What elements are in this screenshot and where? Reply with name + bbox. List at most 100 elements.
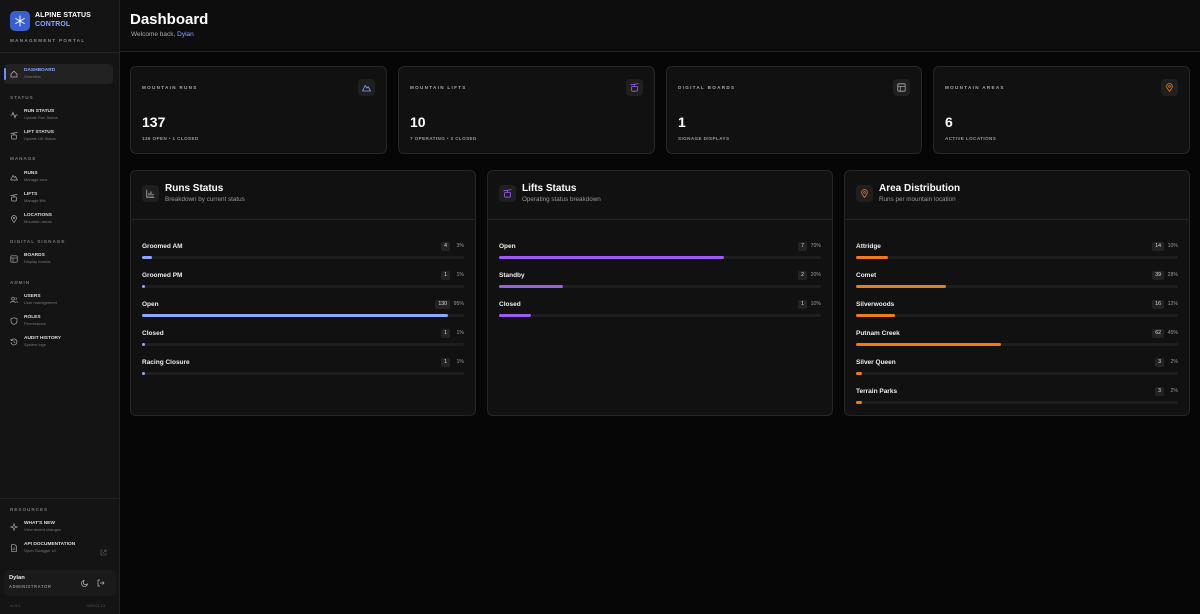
gondola-icon [10, 131, 18, 140]
status-row: Closed 1 1% [142, 329, 464, 352]
mountain-icon [10, 173, 18, 181]
activity-icon [10, 110, 18, 119]
sidebar-item-lift-status[interactable]: LIFT STATUS Update Lift Status [10, 130, 56, 141]
sidebar-item-label: BOARDS [24, 253, 45, 258]
panel-divider [488, 219, 832, 220]
portal-label: MANAGEMENT PORTAL [10, 38, 86, 43]
progress-track [856, 256, 1178, 259]
sidebar-item-lifts[interactable]: LIFTS Manage lifts [10, 192, 46, 203]
percent-label: 1% [456, 359, 465, 365]
stat-card-lifts: MOUNTAIN LIFTS 10 7 OPERATING • 3 CLOSED [398, 66, 655, 154]
progress-track [856, 285, 1178, 288]
stat-value: 6 [945, 114, 953, 130]
count-badge: 4 [441, 242, 450, 251]
count-badge: 2 [798, 271, 807, 280]
stat-card-boards: DIGITAL BOARDS 1 SIGNAGE DISPLAYS [666, 66, 922, 154]
panel-lifts-status: Lifts Status Operating status breakdown … [487, 170, 833, 416]
percent-label: 12% [1167, 301, 1178, 307]
stat-sub: 136 OPEN • 1 CLOSED [142, 136, 199, 141]
sidebar-divider [0, 498, 120, 499]
row-label: Groomed AM [142, 243, 183, 250]
app-build: 2025.01.13 [86, 604, 106, 608]
sidebar-item-sub: User management [24, 300, 57, 305]
sidebar-item-locations[interactable]: LOCATIONS Mountain areas [10, 213, 52, 224]
row-label: Comet [856, 272, 877, 279]
row-label: Groomed PM [142, 272, 183, 279]
sidebar-item-runs[interactable]: RUNS Manage runs [10, 171, 47, 182]
map-pin-icon [10, 214, 18, 223]
panel-title: Lifts Status [522, 183, 577, 194]
percent-label: 70% [810, 243, 821, 249]
section-manage: MANAGE [10, 156, 37, 161]
count-badge: 7 [798, 242, 807, 251]
sidebar-item-whats-new[interactable]: WHAT'S NEW View recent changes [10, 521, 61, 532]
status-row: Open 7 70% [499, 242, 821, 265]
logout-icon[interactable] [96, 578, 105, 587]
theme-toggle-icon[interactable] [80, 578, 89, 587]
progress-track [856, 314, 1178, 317]
stat-value: 10 [410, 114, 426, 130]
sidebar-item-sub: Mountain areas [24, 219, 52, 224]
map-pin-icon [1161, 79, 1178, 96]
count-badge: 1 [441, 329, 450, 338]
sidebar-item-sub: Permissions [24, 321, 46, 326]
stat-value: 137 [142, 114, 166, 130]
status-row: Silverwoods 16 12% [856, 300, 1178, 323]
percent-label: 3% [456, 243, 465, 249]
sidebar-item-label: WHAT'S NEW [24, 521, 55, 526]
status-row: Closed 1 10% [499, 300, 821, 323]
sidebar-item-label: LIFTS [24, 192, 38, 197]
progress-track [142, 285, 464, 288]
row-label: Silverwoods [856, 301, 895, 308]
home-icon [10, 70, 18, 78]
brand[interactable]: ALPINE STATUS CONTROL [10, 11, 91, 31]
count-badge: 1 [441, 358, 450, 367]
panel-subtitle: Runs per mountain location [879, 196, 956, 203]
sidebar-item-audit-history[interactable]: AUDIT HISTORY System logs [10, 336, 61, 347]
sidebar-item-sub: Manage runs [24, 177, 48, 182]
stat-value: 1 [678, 114, 686, 130]
count-badge: 62 [1152, 329, 1164, 338]
sidebar-item-run-status[interactable]: RUN STATUS Update Run Status [10, 109, 58, 120]
row-label: Closed [142, 330, 164, 337]
progress-fill [499, 256, 725, 259]
section-admin: ADMIN [10, 280, 31, 285]
sidebar-item-api-docs[interactable]: API DOCUMENTATION Open Swagger UI [10, 542, 75, 553]
sidebar-item-roles[interactable]: ROLES Permissions [10, 315, 46, 326]
sidebar-item-sub: View recent changes [24, 527, 62, 532]
progress-fill [142, 314, 448, 317]
sidebar-item-label: USERS [24, 294, 41, 299]
welcome-user: Dylan [177, 31, 194, 38]
stat-sub: 7 OPERATING • 3 CLOSED [410, 136, 477, 141]
percent-label: 2% [1170, 359, 1179, 365]
sidebar-item-sub: Overview [24, 74, 41, 79]
count-badge: 39 [1152, 271, 1164, 280]
sidebar-item-boards[interactable]: BOARDS Display boards [10, 253, 50, 264]
progress-fill [856, 372, 863, 375]
sidebar-item-users[interactable]: USERS User management [10, 294, 57, 305]
stat-label: MOUNTAIN RUNS [142, 85, 198, 90]
percent-label: 10% [810, 301, 821, 307]
board-icon [893, 79, 910, 96]
row-label: Silver Queen [856, 359, 896, 366]
gondola-icon [626, 79, 643, 96]
sidebar-item-label: LOCATIONS [24, 213, 52, 218]
count-badge: 1 [798, 300, 807, 309]
status-row: Comet 39 28% [856, 271, 1178, 294]
map-pin-icon [856, 185, 873, 202]
progress-fill [142, 285, 146, 288]
mountain-icon [358, 79, 375, 96]
row-label: Attridge [856, 243, 881, 250]
sidebar-item-dashboard[interactable]: DASHBOARD Overview [10, 68, 55, 79]
stat-label: MOUNTAIN LIFTS [410, 85, 467, 90]
section-signage: DIGITAL SIGNAGE [10, 239, 66, 244]
stat-label: DIGITAL BOARDS [678, 85, 736, 90]
progress-track [142, 343, 464, 346]
progress-track [856, 372, 1178, 375]
progress-fill [856, 256, 889, 259]
percent-label: 95% [453, 301, 464, 307]
percent-label: 20% [810, 272, 821, 278]
sidebar-item-sub: Manage lifts [24, 198, 46, 203]
welcome-text: Welcome back, [131, 31, 176, 38]
progress-track [499, 285, 821, 288]
